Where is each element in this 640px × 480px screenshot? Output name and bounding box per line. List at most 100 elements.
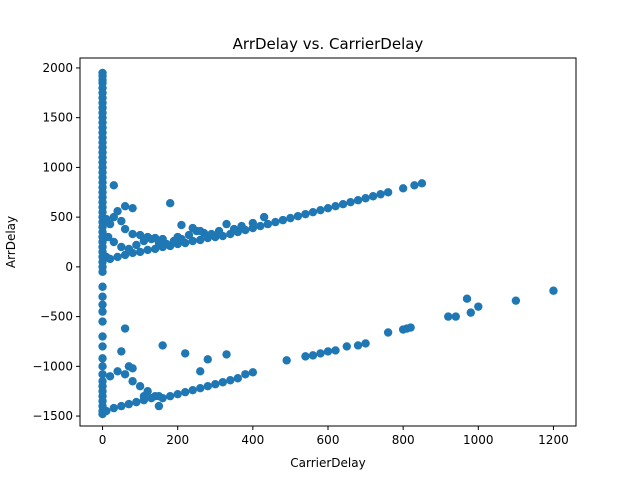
scatter-point	[120, 324, 130, 333]
x-tick-label: 1200	[538, 433, 569, 447]
scatter-point	[417, 179, 427, 188]
scatter-point	[128, 203, 137, 213]
scatter-point	[117, 347, 126, 356]
scatter-point	[511, 296, 521, 305]
scatter-point	[248, 368, 258, 377]
scatter-point	[184, 230, 194, 240]
scatter-point	[102, 406, 111, 416]
scatter-point	[338, 200, 348, 209]
data-points	[98, 68, 558, 419]
scatter-point	[135, 382, 145, 391]
scatter-point	[98, 267, 107, 277]
y-tick-label: 2000	[42, 61, 73, 75]
scatter-point	[474, 302, 483, 311]
y-tick-label: −1000	[32, 359, 73, 373]
scatter-point	[353, 341, 363, 350]
scatter-point	[98, 307, 107, 316]
scatter-point	[226, 376, 235, 385]
scatter-point	[196, 384, 205, 393]
scatter-point	[117, 401, 126, 411]
scatter-point	[222, 350, 231, 359]
scatter-point	[98, 354, 107, 363]
y-tick-label: 1500	[42, 111, 73, 125]
scatter-point	[150, 244, 160, 254]
scatter-point	[165, 391, 175, 401]
scatter-point	[158, 341, 167, 350]
scatter-point	[211, 380, 220, 389]
scatter-point	[117, 216, 126, 226]
y-tick-label: −500	[40, 310, 73, 324]
scatter-point	[342, 342, 351, 351]
scatter-point	[214, 226, 224, 236]
scatter-point	[462, 294, 472, 303]
scatter-point	[248, 218, 258, 228]
scatter-point	[218, 378, 227, 387]
scatter-point	[301, 209, 310, 219]
scatter-point	[139, 236, 149, 246]
scatter-point	[117, 242, 126, 252]
scatter-point	[154, 401, 164, 411]
y-tick-label: 500	[50, 210, 73, 224]
scatter-point	[98, 282, 107, 291]
x-tick-label: 800	[392, 433, 415, 447]
scatter-point	[271, 217, 280, 227]
scatter-point	[282, 356, 291, 365]
x-tick-label: 600	[317, 433, 340, 447]
scatter-point	[124, 399, 134, 409]
scatter-point	[120, 250, 130, 260]
scatter-point	[109, 403, 119, 413]
scatter-point	[316, 349, 325, 358]
x-tick-label: 1000	[463, 433, 494, 447]
scatter-point	[98, 362, 107, 371]
scatter-point	[128, 364, 137, 373]
x-tick-label: 400	[241, 433, 264, 447]
scatter-point	[143, 245, 152, 255]
scatter-point	[549, 286, 558, 295]
scatter-point	[120, 370, 130, 379]
scatter-point	[286, 213, 295, 223]
scatter-point	[353, 196, 363, 205]
scatter-point	[361, 339, 370, 348]
scatter-point	[165, 199, 175, 208]
scatter-point	[323, 347, 333, 356]
scatter-point	[113, 206, 122, 216]
x-axis-label: CarrierDelay	[290, 456, 365, 470]
scatter-point	[196, 367, 205, 376]
y-axis-ticks: −1500 −1000 −500 0 500 1000 1500 2000	[32, 61, 80, 423]
y-axis-label: ArrDelay	[4, 216, 18, 268]
scatter-point	[147, 234, 156, 244]
y-tick-label: 1000	[42, 160, 73, 174]
scatter-point	[128, 229, 137, 239]
scatter-point	[162, 239, 171, 249]
scatter-point	[188, 236, 197, 246]
scatter-point	[376, 190, 385, 199]
scatter-point	[128, 377, 137, 386]
scatter-point	[196, 235, 205, 245]
scatter-point	[308, 351, 318, 360]
scatter-point	[241, 370, 250, 379]
scatter-point	[103, 232, 113, 242]
scatter-point	[259, 212, 269, 222]
x-tick-label: 0	[99, 433, 107, 447]
scatter-point	[383, 188, 393, 197]
scatter-point	[169, 236, 179, 246]
scatter-point	[173, 389, 182, 399]
scatter-point	[466, 308, 475, 317]
scatter-point	[323, 203, 333, 213]
scatter-point	[98, 342, 107, 351]
scatter-point	[346, 198, 355, 207]
scatter-point	[135, 247, 145, 257]
scatter-point	[278, 215, 288, 225]
scatter-point	[132, 240, 141, 250]
scatter-point	[222, 219, 231, 229]
scatter-point	[120, 201, 130, 211]
scatter-point	[154, 391, 164, 401]
scatter-point	[451, 312, 460, 321]
scatter-point	[188, 223, 197, 233]
scatter-point	[256, 221, 265, 231]
scatter-point	[263, 219, 273, 229]
scatter-point	[113, 367, 122, 376]
scatter-point	[203, 355, 212, 364]
scatter-point	[181, 349, 190, 358]
